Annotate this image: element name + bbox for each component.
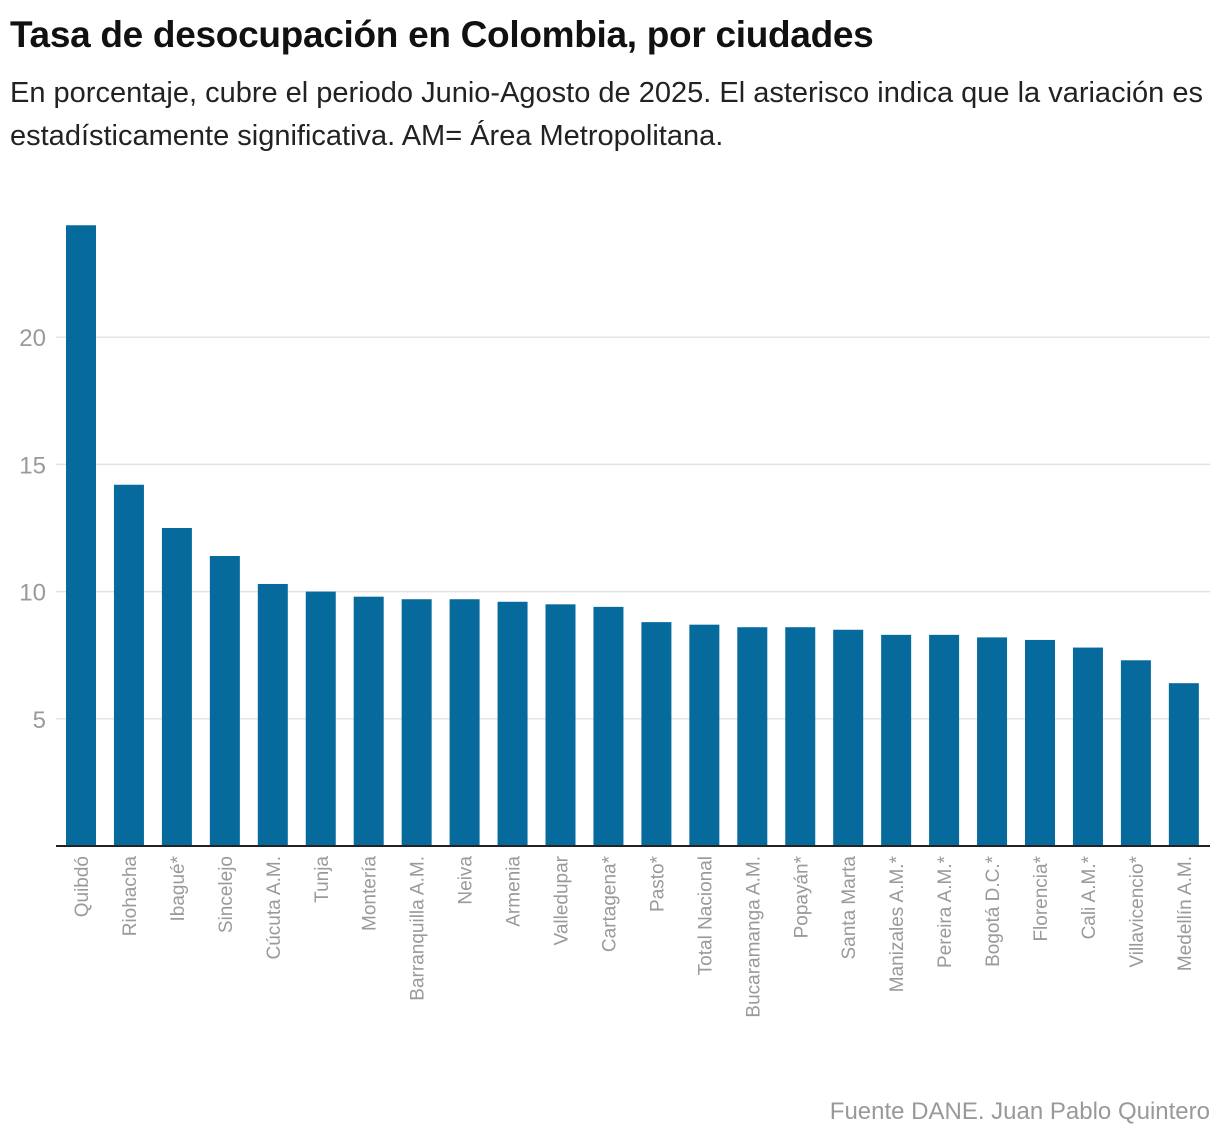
- x-tick-label: Bucaramanga A.M.: [743, 856, 764, 1018]
- x-tick-label: Manizales A.M.*: [887, 855, 908, 992]
- x-tick-label: Medellín A.M.: [1175, 856, 1196, 971]
- bar: [641, 622, 672, 846]
- gridlines: [56, 336, 1210, 720]
- bar: [353, 596, 384, 846]
- bar: [209, 555, 240, 846]
- x-tick-label: Quibdó: [72, 856, 93, 917]
- x-tick-label: Cartagena*: [599, 855, 620, 952]
- y-tick-label: 10: [19, 580, 46, 607]
- x-axis-ticks: Quibdó Riohacha Ibagué* Sincelejo Cúcuta A.M…: [72, 855, 1196, 1017]
- x-tick-label: Florencia*: [1031, 855, 1052, 941]
- source-note: Fuente DANE. Juan Pablo Quintero: [829, 1098, 1210, 1125]
- x-tick-label: Sincelejo: [216, 856, 237, 933]
- bar: [737, 627, 768, 846]
- bar: [785, 627, 816, 846]
- x-tick-label: Tunja: [312, 856, 333, 903]
- chart-title: Tasa de desocupación en Colombia, por ci…: [10, 14, 874, 55]
- bar: [545, 604, 576, 846]
- bars: [66, 225, 1199, 846]
- x-tick-label: Valledupar: [552, 855, 573, 945]
- bar: [401, 599, 432, 846]
- bar: [497, 601, 528, 846]
- bar: [1072, 647, 1103, 846]
- bar: [1168, 683, 1199, 846]
- bar: [449, 599, 480, 846]
- bar: [113, 484, 144, 846]
- bar: [929, 634, 960, 846]
- bar: [257, 583, 288, 846]
- bar: [593, 606, 624, 846]
- chart-subtitle: En porcentaje, cubre el periodo Junio-Ag…: [10, 77, 1203, 152]
- bar: [1120, 660, 1151, 846]
- x-tick-label: Armenia: [504, 856, 525, 927]
- x-tick-label: Bogotá D.C.*: [983, 855, 1004, 966]
- y-tick-label: 15: [19, 452, 46, 479]
- y-tick-label: 20: [19, 325, 46, 352]
- bar: [1025, 639, 1055, 846]
- y-tick-label: 5: [33, 707, 46, 734]
- y-axis-ticks: 5 10 15 20: [19, 325, 46, 734]
- bar: [689, 624, 720, 846]
- bar-chart: 5 10 15 20 Quibdó Riohacha Ibagué* Sincelejo Cú…: [19, 225, 1210, 1018]
- x-tick-label: Cali A.M.*: [1079, 855, 1100, 939]
- bar: [977, 637, 1008, 846]
- x-tick-label: Montería: [360, 856, 381, 931]
- bar: [161, 528, 192, 846]
- bar: [881, 634, 912, 846]
- bar: [833, 629, 864, 846]
- x-tick-label: Santa Marta: [839, 856, 860, 960]
- x-tick-label: Cúcuta A.M.: [264, 856, 285, 960]
- x-tick-label: Ibagué*: [168, 855, 189, 921]
- x-tick-label: Pasto*: [647, 855, 668, 912]
- x-tick-label: Popayán*: [791, 855, 812, 938]
- x-tick-label: Neiva: [456, 856, 477, 905]
- x-tick-label: Riohacha: [120, 856, 141, 937]
- bar: [66, 225, 96, 846]
- bar: [305, 591, 336, 846]
- x-tick-label: Total Nacional: [695, 856, 716, 975]
- x-tick-label: Villavicencio*: [1127, 855, 1148, 967]
- x-tick-label: Pereira A.M.*: [935, 855, 956, 968]
- x-tick-label: Barranquilla A.M.: [408, 856, 429, 1001]
